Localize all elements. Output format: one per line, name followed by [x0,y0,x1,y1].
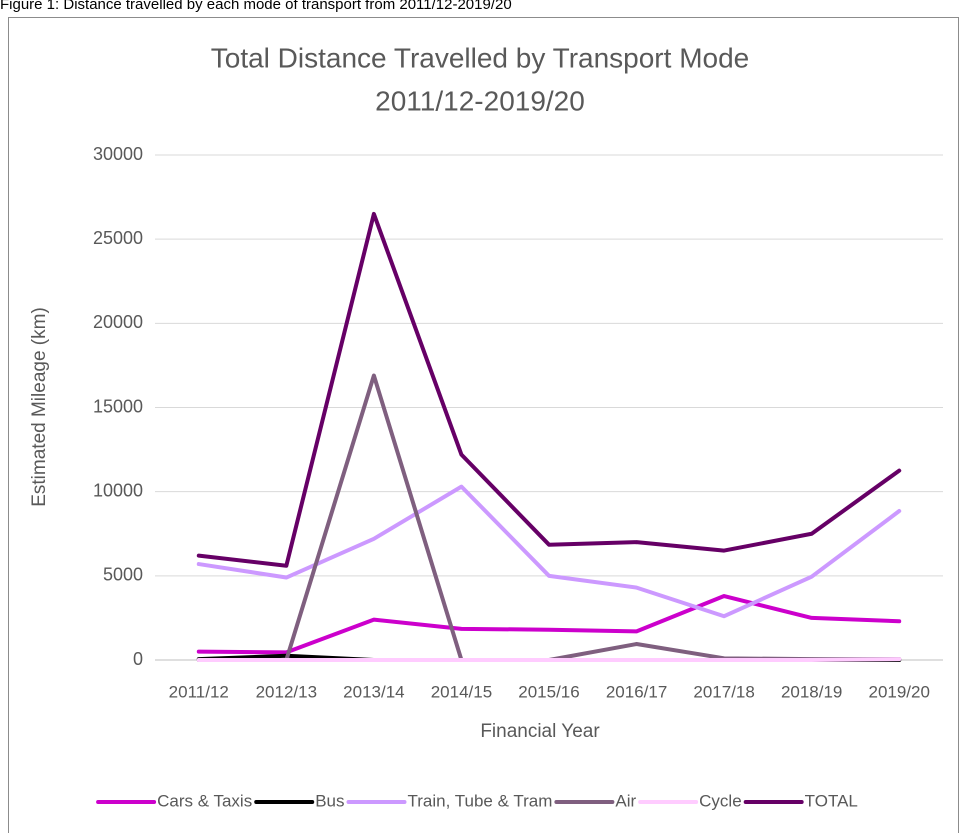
y-tick-label: 0 [133,649,143,669]
x-tick-label: 2019/20 [868,682,929,701]
y-tick-label: 30000 [93,144,143,164]
chart-title: 2011/12-2019/20 [375,85,585,116]
chart-title: Total Distance Travelled by Transport Mo… [211,42,749,73]
x-tick-label: 2018/19 [781,682,842,701]
caption: Figure 1: Distance travelled by each mod… [0,0,512,13]
legend-label: Bus [315,791,344,810]
x-tick-label: 2014/15 [431,682,492,701]
series-line [196,594,902,655]
x-tick-label: 2016/17 [606,682,667,701]
legend-label: Cars & Taxis [157,791,252,810]
y-tick-label: 25000 [93,228,143,248]
legend-label: TOTAL [805,791,858,810]
legend-label: Cycle [699,791,742,810]
x-tick-label: 2012/13 [256,682,317,701]
y-tick-label: 20000 [93,312,143,332]
legend-label: Air [615,791,636,810]
legend-label: Train, Tube & Tram [408,791,553,810]
y-axis-title: Estimated Mileage (km) [29,307,50,507]
x-tick-label: 2011/12 [169,682,229,701]
chart-frame [8,17,959,833]
series-line [196,657,902,662]
y-tick-label: 10000 [93,480,143,500]
x-axis-title: Financial Year [480,721,600,742]
y-tick-label: 15000 [93,396,143,416]
series-line [196,211,902,568]
x-tick-label: 2017/18 [693,682,754,701]
x-tick-label: 2013/14 [343,682,404,701]
x-tick-label: 2015/16 [518,682,579,701]
y-tick-label: 5000 [103,565,143,585]
